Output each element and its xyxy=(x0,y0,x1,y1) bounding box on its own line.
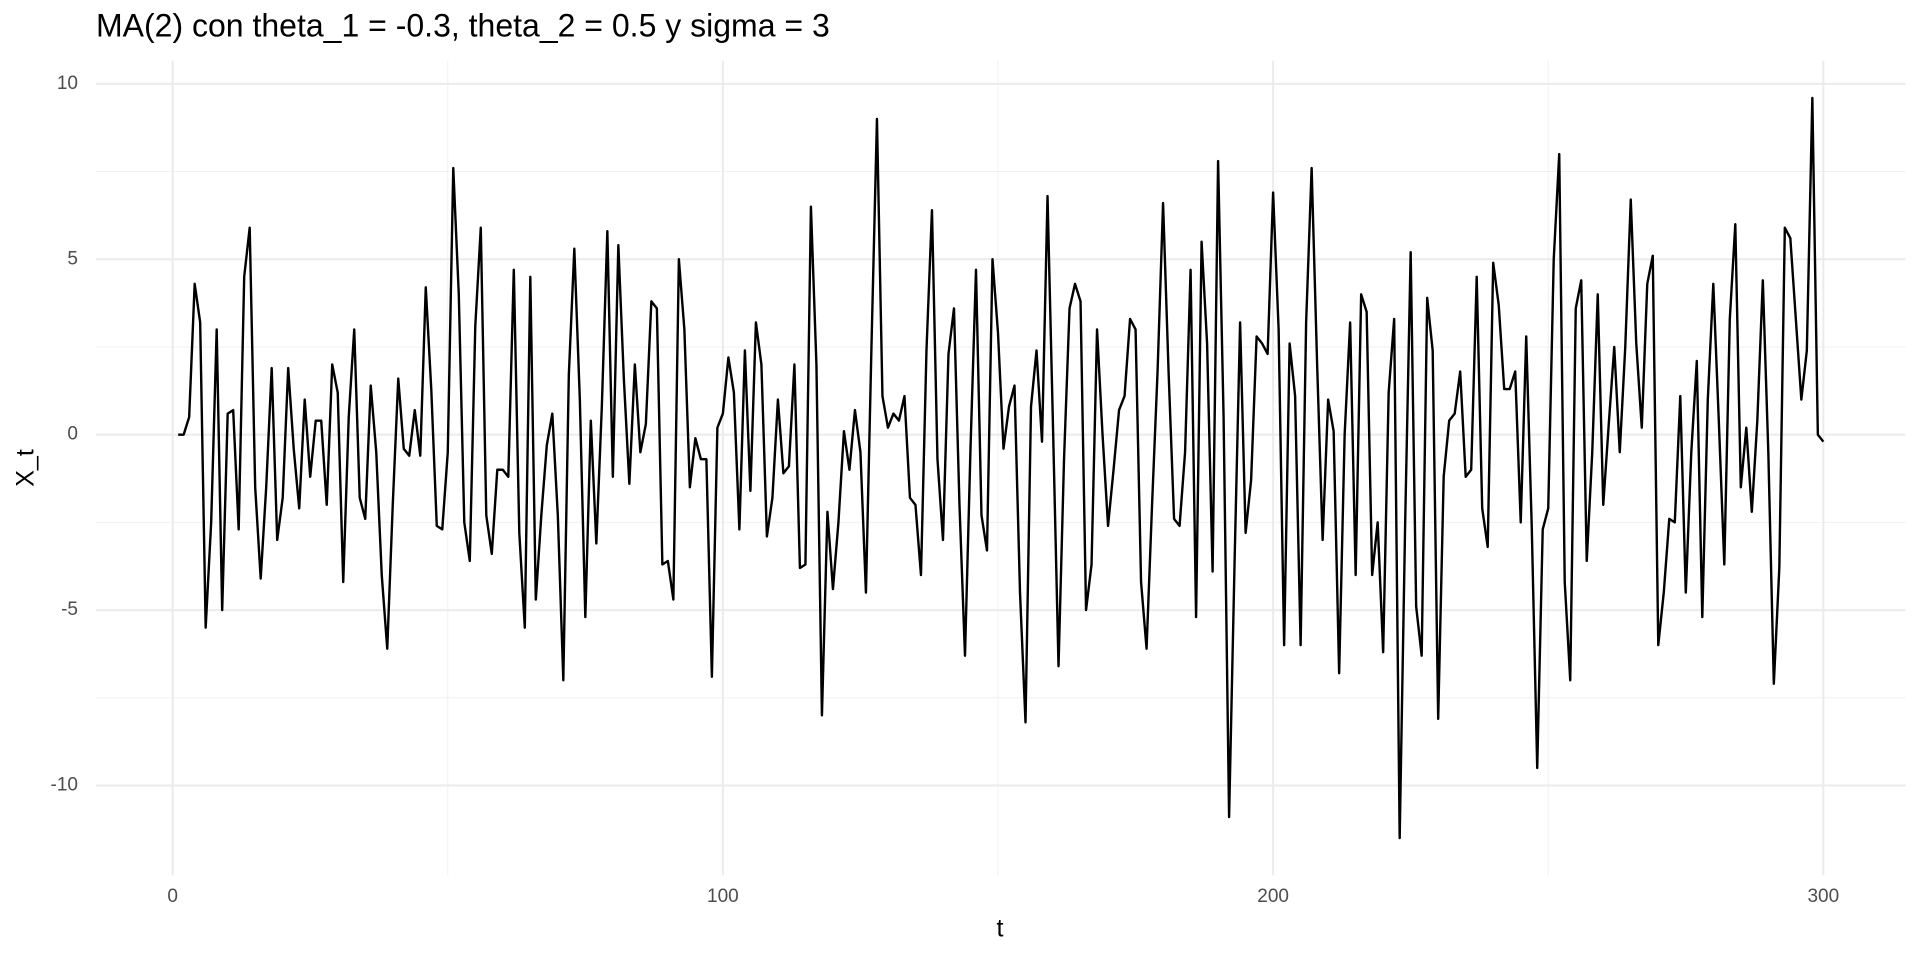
y-tick-label: 0 xyxy=(67,424,78,445)
y-axis-title: X_t xyxy=(12,449,40,487)
x-tick-label: 100 xyxy=(707,886,739,907)
data-line xyxy=(178,96,1825,840)
y-tick-label: 10 xyxy=(57,73,78,94)
plot-area xyxy=(178,96,1825,840)
y-tick-label: 5 xyxy=(67,248,78,269)
y-tick-label: -5 xyxy=(61,599,78,620)
chart-title: MA(2) con theta_1 = -0.3, theta_2 = 0.5 … xyxy=(96,7,830,43)
x-tick-label: 300 xyxy=(1807,886,1839,907)
x-axis-title: t xyxy=(997,915,1004,943)
grid xyxy=(95,60,1906,876)
y-tick-label: -10 xyxy=(51,775,78,796)
x-tick-label: 200 xyxy=(1257,886,1289,907)
x-tick-label: 0 xyxy=(167,886,178,907)
